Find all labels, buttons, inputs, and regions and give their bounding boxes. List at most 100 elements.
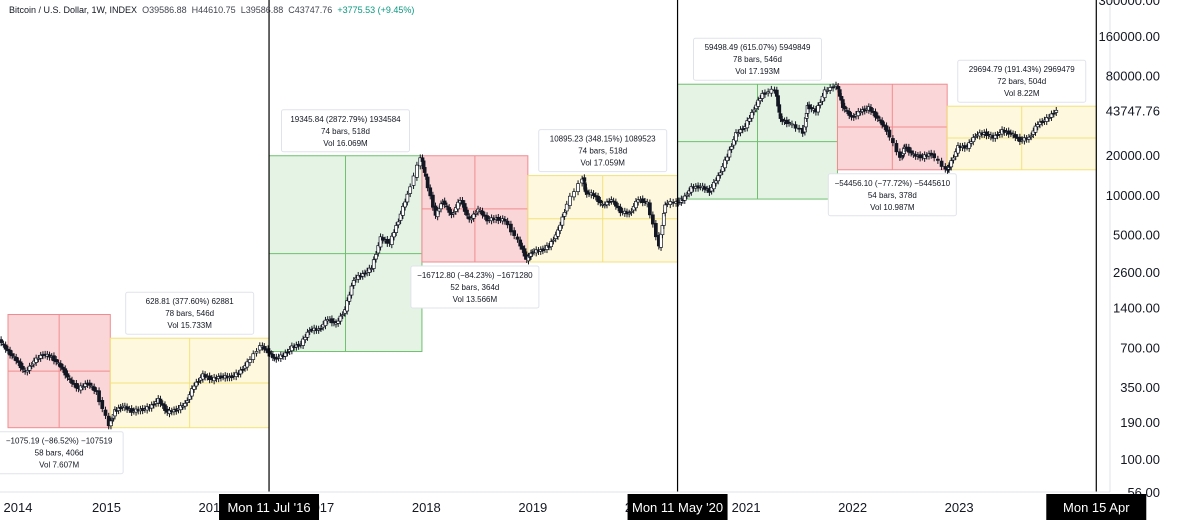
candle: [65, 373, 70, 378]
candle: [665, 202, 670, 205]
candle: [207, 375, 212, 381]
candle: [758, 98, 763, 102]
candle: [522, 248, 527, 257]
candle: [61, 366, 65, 370]
candle: [345, 300, 350, 312]
candle: [54, 359, 59, 363]
candle: [189, 388, 194, 397]
range-label-text: 52 bars, 364d: [450, 283, 499, 292]
time-axis-area: [0, 492, 1200, 526]
candle: [685, 194, 689, 197]
candle: [83, 383, 88, 387]
high-value: H44610.75: [191, 5, 236, 15]
candle: [766, 91, 771, 94]
candle: [509, 223, 513, 233]
candle: [283, 352, 288, 357]
candle: [784, 119, 789, 125]
candle: [591, 193, 596, 196]
candle: [749, 112, 754, 119]
candle: [787, 121, 791, 124]
candle: [63, 368, 68, 376]
candle: [558, 224, 563, 231]
candle: [503, 218, 507, 222]
candle: [760, 93, 765, 99]
candle: [549, 241, 554, 248]
range-label-text: 59498.49 (615.07%) 5949849: [705, 43, 811, 52]
candle: [97, 390, 101, 403]
candle: [505, 220, 510, 226]
candle: [181, 405, 185, 408]
candle: [763, 92, 767, 95]
range-label-text: 78 bars, 546d: [733, 55, 782, 64]
candle: [515, 236, 520, 240]
candle: [401, 205, 405, 216]
candle: [371, 259, 376, 269]
candle: [336, 320, 341, 324]
candle: [423, 173, 428, 177]
candle: [973, 136, 978, 138]
candle: [754, 104, 759, 110]
candle: [340, 314, 345, 316]
candle: [671, 201, 676, 204]
candle: [70, 379, 74, 384]
candle: [851, 115, 856, 118]
candle: [460, 200, 465, 205]
range-label-text: 54 bars, 378d: [868, 191, 917, 200]
candle: [909, 150, 913, 154]
open-value: O39586.88: [142, 5, 187, 15]
candle: [611, 200, 616, 203]
candle: [562, 211, 567, 217]
candle: [389, 235, 394, 245]
candle: [822, 89, 827, 99]
candle: [1038, 121, 1042, 125]
candle: [36, 357, 41, 360]
candle: [858, 111, 863, 114]
x-tick-label: 2022: [838, 500, 867, 515]
candle: [480, 210, 485, 216]
range-label-text: 628.81 (377.60%) 62881: [146, 297, 235, 306]
candle: [152, 403, 156, 406]
candle: [1013, 134, 1018, 138]
range-label-text: 78 bars, 546d: [165, 309, 214, 318]
candle: [629, 211, 634, 213]
x-tick-label: 2014: [4, 500, 33, 515]
range-label-text: Vol 8.22M: [1004, 89, 1040, 98]
candle: [330, 318, 334, 324]
candle: [369, 268, 374, 270]
candle: [183, 402, 187, 407]
candle: [828, 87, 833, 91]
candle: [709, 187, 714, 192]
change-value: +3775.53 (+9.45%): [337, 5, 415, 15]
candle: [716, 175, 721, 182]
candle: [1052, 112, 1056, 115]
candle: [689, 186, 694, 193]
candle: [192, 385, 196, 390]
candle: [185, 400, 190, 403]
candle: [780, 118, 785, 122]
x-tick-label: 2015: [92, 500, 121, 515]
candle: [723, 159, 727, 169]
candle: [740, 128, 745, 131]
x-tick-label: 2021: [732, 500, 761, 515]
candle: [323, 319, 328, 327]
candle: [869, 107, 873, 112]
range-label-text: −54456.10 (−77.72%) −5445610: [835, 179, 951, 188]
candle: [103, 409, 108, 416]
range-label-text: 10895.23 (348.15%) 1089523: [550, 135, 656, 144]
candle: [78, 385, 83, 391]
candle: [81, 386, 85, 388]
range-label-box: [280, 109, 410, 153]
candle: [262, 346, 267, 350]
candle: [229, 375, 234, 378]
range-label-text: Vol 17.193M: [735, 67, 780, 76]
candle: [238, 369, 243, 375]
candle: [447, 207, 452, 213]
candle: [993, 134, 998, 139]
candle: [668, 201, 673, 205]
candle: [727, 149, 732, 158]
candle: [87, 382, 92, 386]
candle: [34, 357, 38, 363]
event-label-box: [219, 494, 320, 520]
